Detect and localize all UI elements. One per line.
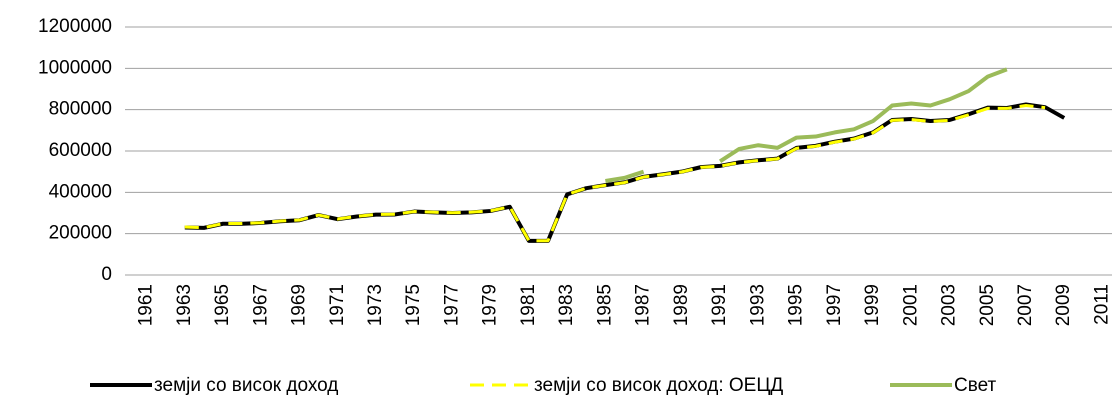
x-tick-label: 1987: [633, 284, 654, 326]
x-tick-label: 1999: [862, 284, 883, 326]
x-tick-label: 1983: [556, 284, 577, 326]
x-tick-label: 1991: [709, 284, 730, 326]
x-tick-label: 1965: [212, 284, 233, 326]
x-tick-label: 1981: [518, 284, 539, 326]
x-tick-label: 2007: [1015, 284, 1036, 326]
x-tick-label: 1993: [747, 284, 768, 326]
x-tick-label: 1971: [327, 284, 348, 326]
x-tick-label: 1967: [250, 284, 271, 326]
x-tick-label: 1969: [289, 284, 310, 326]
x-tick-label: 1961: [136, 284, 157, 326]
series-line: [184, 104, 1046, 243]
y-tick-label: 1000000: [38, 57, 112, 78]
x-tick-label: 1979: [480, 284, 501, 326]
x-tick-label: 2011: [1091, 284, 1112, 325]
x-tick-label: 1985: [594, 284, 615, 326]
x-tick-label: 2005: [977, 284, 998, 326]
x-tick-label: 1977: [441, 284, 462, 326]
series-line: [605, 67, 1008, 183]
y-tick-label: 400000: [49, 181, 112, 202]
x-tick-label: 1989: [671, 284, 692, 326]
x-tick-label: 2001: [900, 284, 921, 326]
y-tick-label: 0: [101, 264, 112, 285]
y-tick-label: 800000: [49, 99, 112, 120]
x-tick-label: 2009: [1053, 284, 1074, 326]
x-tick-label: 1973: [365, 284, 386, 326]
x-tick-label: 1997: [824, 284, 845, 326]
x-tick-label: 2003: [939, 284, 960, 326]
legend-label: Свет: [954, 375, 997, 396]
x-tick-label: 1975: [403, 284, 424, 326]
series-line: [184, 102, 1066, 243]
legend-label: земји со висок доход: ОЕЦД: [534, 375, 783, 396]
legend-label: земји со висок доход: [154, 375, 338, 396]
y-tick-label: 600000: [49, 140, 112, 161]
x-tick-label: 1995: [786, 284, 807, 326]
y-tick-label: 1200000: [38, 16, 112, 37]
x-tick-label: 1963: [174, 284, 195, 326]
y-tick-label: 200000: [49, 223, 112, 244]
